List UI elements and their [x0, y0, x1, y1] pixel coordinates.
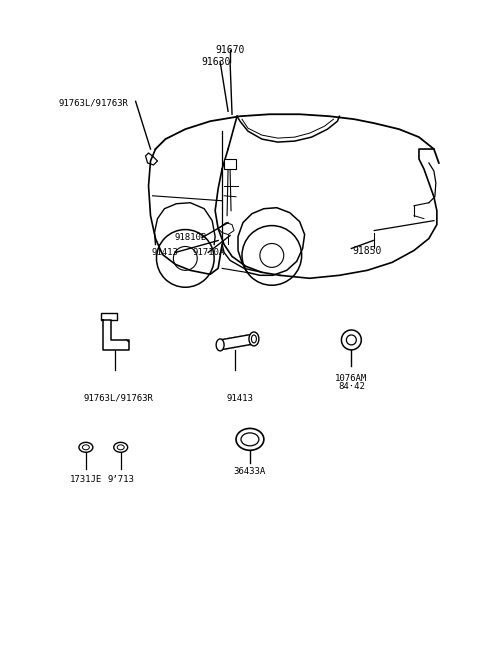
Circle shape — [341, 330, 361, 350]
Text: 91413: 91413 — [227, 394, 253, 403]
Text: 91413: 91413 — [152, 248, 179, 258]
Text: 91850: 91850 — [352, 246, 382, 256]
Text: 84·42: 84·42 — [338, 382, 365, 391]
Text: 91810B: 91810B — [174, 233, 206, 242]
Ellipse shape — [249, 332, 259, 346]
Text: 91630: 91630 — [202, 57, 231, 66]
Polygon shape — [220, 334, 254, 350]
Text: 91763L/91763R: 91763L/91763R — [59, 99, 129, 107]
Text: 1731JE: 1731JE — [70, 475, 102, 484]
Text: 1076AM: 1076AM — [335, 374, 368, 383]
Polygon shape — [103, 320, 129, 350]
Bar — [224, 159, 236, 169]
Text: 91670: 91670 — [216, 45, 245, 55]
Text: 36433A: 36433A — [234, 467, 266, 476]
Text: 9’713: 9’713 — [107, 475, 134, 484]
Polygon shape — [101, 313, 117, 320]
Ellipse shape — [236, 428, 264, 450]
Ellipse shape — [216, 339, 224, 351]
Text: 91710A: 91710A — [192, 248, 224, 258]
Ellipse shape — [114, 442, 128, 452]
Text: 91763L/91763R: 91763L/91763R — [84, 394, 154, 403]
Ellipse shape — [79, 442, 93, 452]
